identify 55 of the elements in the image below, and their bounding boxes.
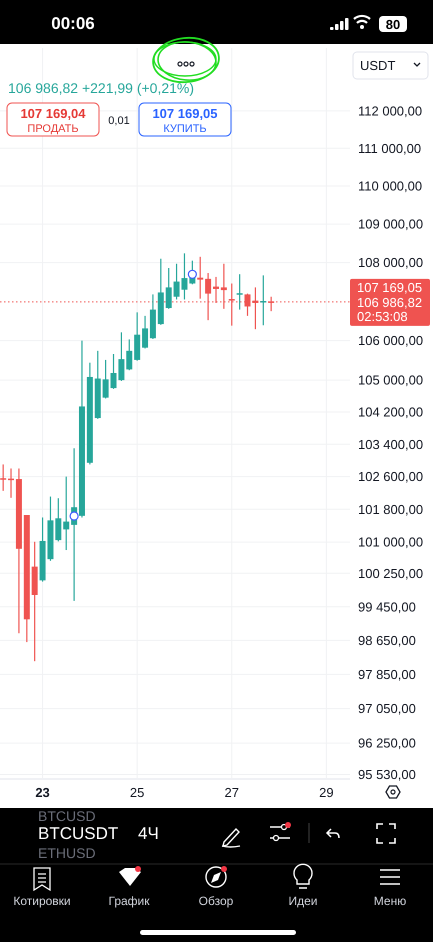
candlestick [260, 274, 266, 326]
x-tick-label: 25 [130, 785, 144, 800]
text: 02:53:08 [357, 308, 408, 324]
text: 107 169,05 [357, 280, 422, 295]
text: ETHUSD [38, 845, 96, 861]
y-tick-label: 108 000,00 [358, 255, 424, 270]
y-tick-label: 111 000,00 [358, 140, 422, 156]
y-tick-label: 106 000,00 [358, 333, 424, 348]
y-tick-label: 95 530,00 [358, 767, 416, 782]
annotation: 0,01 [108, 115, 130, 127]
text: 00:06 [51, 14, 95, 33]
candlestick [268, 296, 274, 312]
y-tick-label: 103 400,00 [358, 436, 424, 452]
y-tick-label: 96 250,00 [358, 736, 416, 751]
ref-line-label: 106 986,82 [357, 294, 422, 310]
candlestick [118, 332, 124, 382]
text: BTCUSDT [38, 824, 118, 843]
candlestick [110, 353, 117, 390]
candlestick [174, 263, 180, 300]
y-tick-label: 100 250,00 [358, 566, 424, 581]
y-tick-label: 105 000,00 [358, 372, 424, 388]
text: Обзор [198, 894, 234, 908]
text: График [108, 894, 150, 908]
text: Идеи [288, 894, 318, 908]
candlestick [142, 315, 148, 350]
y-tick-label: 112 000,00 [358, 103, 422, 118]
candlestick [236, 274, 243, 310]
y-tick-label: 101 000,00 [358, 534, 424, 550]
text: Меню [374, 894, 406, 908]
y-tick-label: 98 650,00 [358, 632, 416, 648]
y-tick-label: 99 450,00 [358, 599, 416, 614]
candlestick [0, 464, 6, 492]
text: 80 [386, 17, 400, 32]
y-tick-label: 97 850,00 [358, 666, 416, 682]
annotation: 107 169,05 [152, 106, 218, 121]
text: Котировки [13, 894, 71, 908]
annotation: 106 986,82 +221,99 (+0,21%) [8, 80, 194, 96]
y-tick-label: 110 000,00 [358, 178, 422, 194]
annotation: 107 169,04 [20, 106, 86, 121]
annotation: ПРОДАТЬ [27, 123, 79, 135]
candlestick [197, 256, 204, 300]
y-tick-label: 97 050,00 [358, 701, 416, 716]
y-tick-label: 104 200,00 [358, 404, 424, 420]
annotation: КУПИТЬ [163, 123, 207, 135]
candlestick [181, 252, 188, 300]
y-tick-label: 109 000,00 [358, 216, 424, 232]
text: BTCUSD [38, 808, 96, 824]
x-tick-label: 27 [224, 785, 239, 800]
x-tick-label: 23 [35, 785, 50, 800]
y-tick-label: 101 800,00 [358, 502, 424, 517]
candlestick [8, 468, 14, 498]
text: USDT [360, 58, 396, 73]
text: 4Ч [138, 824, 159, 843]
x-tick-label: 29 [319, 785, 334, 800]
y-tick-label: 102 600,00 [358, 469, 424, 484]
